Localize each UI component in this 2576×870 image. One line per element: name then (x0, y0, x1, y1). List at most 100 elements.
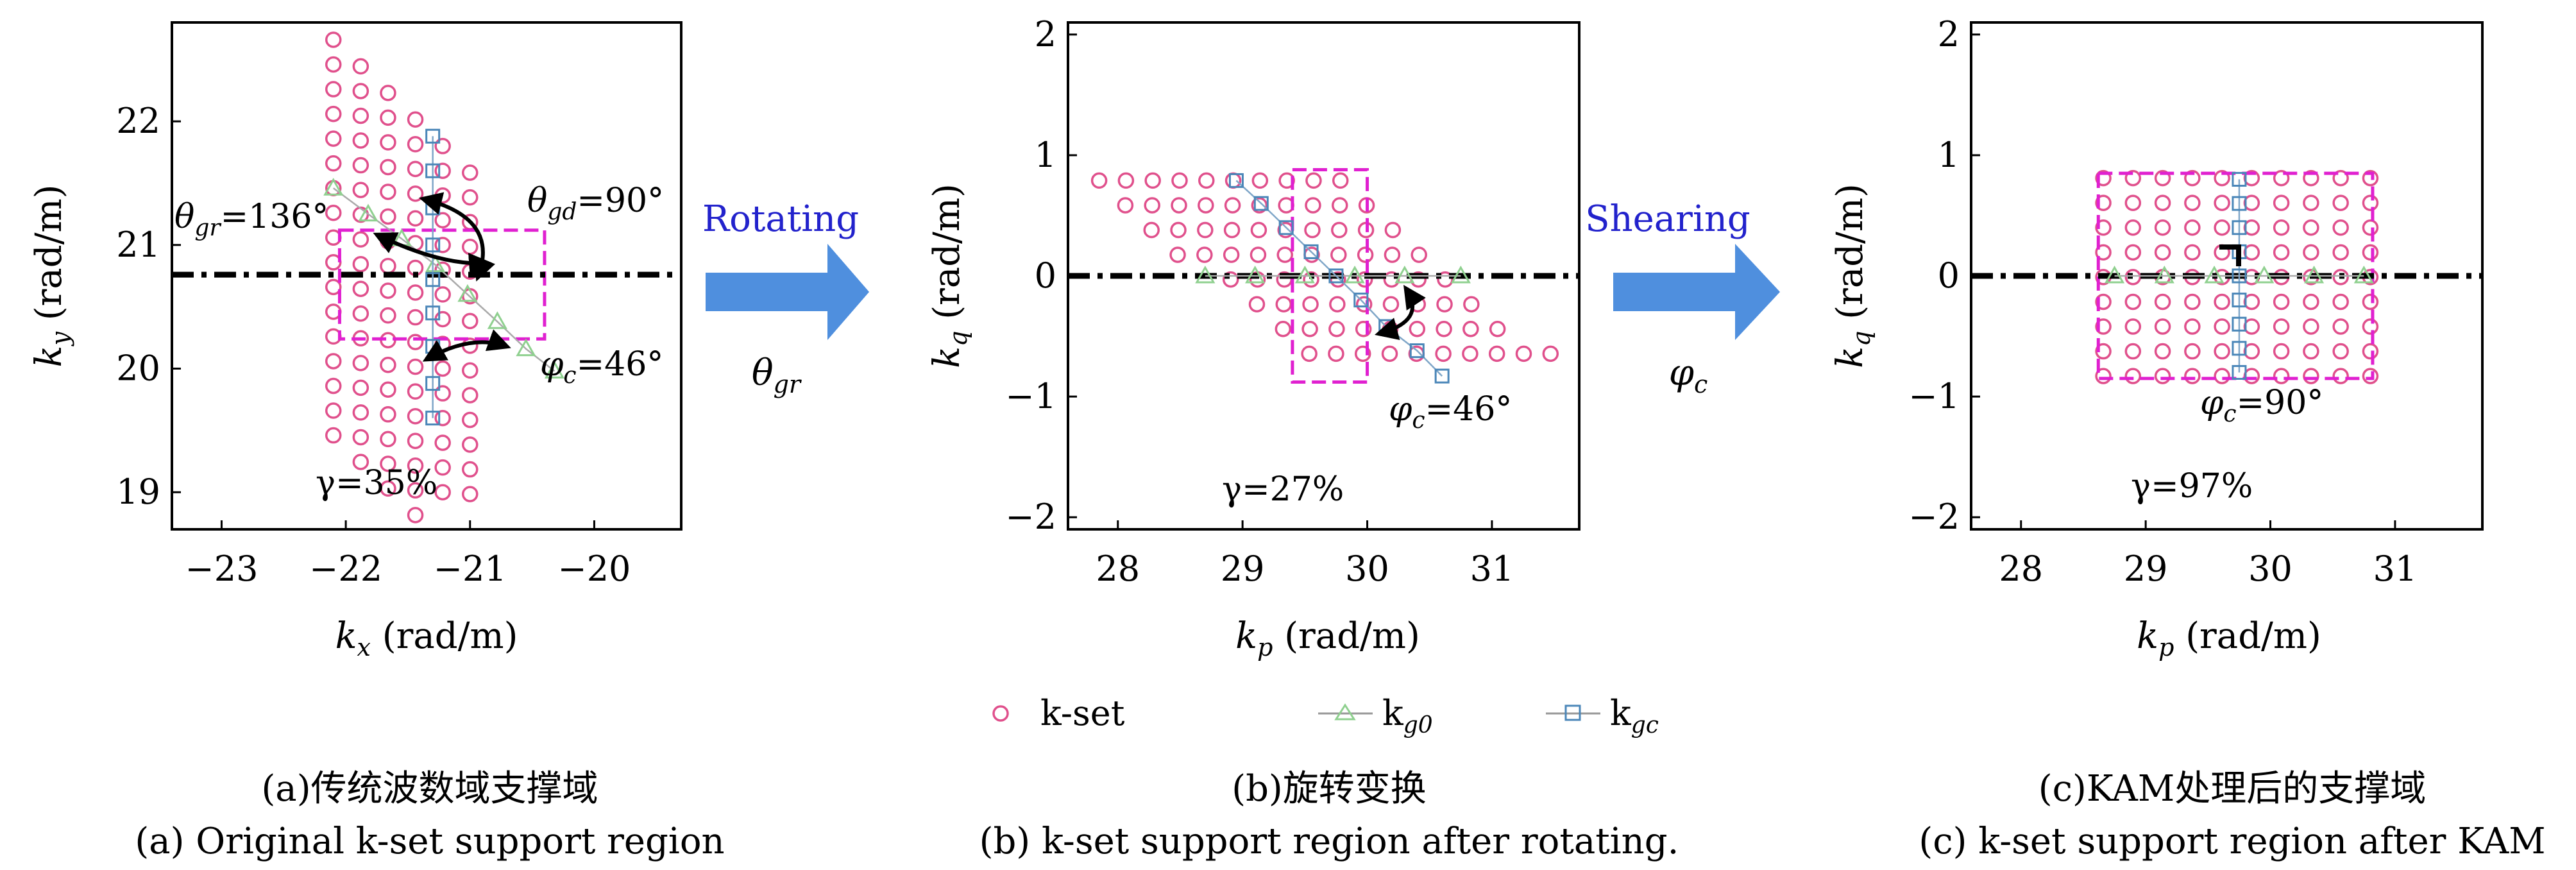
kset-point (325, 81, 342, 98)
kset-point (1251, 172, 1269, 189)
legend-kg0-marker (1334, 703, 1356, 721)
panel-a-ylabel: ky (rad/m) (28, 185, 74, 368)
kgc-series-line (1235, 180, 1443, 377)
kset-point (1542, 345, 1559, 362)
kset-point (2273, 318, 2290, 335)
kset-point (434, 434, 451, 451)
panel-a-gamma: γ=35% (316, 464, 437, 502)
kset-point (434, 187, 451, 204)
kset-point (407, 358, 424, 375)
kset-point (462, 486, 479, 502)
panel-b-marks (1068, 167, 1579, 384)
kgc-point (425, 411, 441, 426)
kgc-point (1434, 368, 1450, 384)
kset-point (1303, 271, 1319, 288)
panel-c-chart: 28 29 30 31 −2 −1 0 1 2 kp (rad/m) kq (rad/m) φc… (1829, 14, 2484, 661)
legend-item-kgc: kgc (1546, 693, 1659, 738)
kgc-point (2232, 268, 2247, 284)
kg0-point (2304, 265, 2325, 284)
kset-point (1169, 246, 1186, 263)
kset-point (434, 137, 451, 155)
panel-c-marks (1971, 169, 2482, 384)
panel-a-marks (172, 31, 681, 524)
kset-point (2184, 194, 2201, 211)
panel-a-phi-arrow (422, 329, 511, 362)
kset-point (2243, 194, 2260, 211)
kset-point (380, 208, 396, 225)
kset-point (2362, 244, 2379, 261)
kset-point (325, 278, 342, 296)
kgc-point (2232, 316, 2247, 332)
kset-point (2154, 318, 2171, 335)
kset-point (2154, 194, 2171, 211)
kset-point (380, 109, 396, 126)
kset-point (380, 85, 396, 101)
kset-point (1275, 296, 1292, 312)
kset-point (1355, 296, 1373, 312)
legend-kgc-label: kgc (1610, 693, 1659, 738)
kset-point (2243, 318, 2260, 335)
kset-point (1384, 246, 1401, 263)
kset-point (2095, 194, 2112, 211)
y-tick-label: 1 (1938, 135, 1960, 175)
kset-point (2124, 269, 2142, 286)
kset-point (2362, 368, 2379, 384)
y-tick-label: −1 (1908, 376, 1960, 416)
kg0-point (358, 203, 378, 222)
kset-point (407, 160, 424, 178)
panel-b-xlabel: kp (rad/m) (1235, 615, 1420, 661)
kset-point (2332, 169, 2349, 187)
kset-point (2362, 194, 2379, 211)
kset-point (2243, 293, 2260, 311)
kset-point (1170, 221, 1187, 239)
kset-point (380, 356, 396, 373)
kset-point (2214, 318, 2230, 335)
kset-point (325, 427, 342, 444)
panel-a-phi: φc=46° (540, 345, 663, 389)
y-tick-label: 20 (116, 348, 160, 389)
panel-c-right-angle-icon (2219, 244, 2241, 266)
kset-point (1143, 221, 1160, 239)
kset-point (2303, 368, 2319, 384)
panel-c-xlabel: kp (rad/m) (2137, 615, 2321, 661)
y-tick-label: 2 (1938, 14, 1960, 55)
kset-point (2243, 244, 2260, 261)
kset-point (2332, 293, 2349, 311)
kset-point (1117, 197, 1134, 214)
support-box (337, 228, 547, 341)
panel-b-phi: φc=46° (1389, 390, 1512, 434)
kset-point (2362, 219, 2379, 236)
kset-point (2214, 169, 2230, 187)
y-tick-label: 2 (1035, 14, 1056, 55)
kset-point (352, 305, 369, 322)
kset-point (1381, 345, 1398, 362)
kset-point (407, 136, 424, 153)
kset-point (407, 383, 424, 400)
kset-point (2243, 368, 2260, 384)
kgc-point (1228, 173, 1244, 188)
kgc-point (425, 128, 441, 144)
kset-point (1223, 246, 1240, 263)
kg0-point (516, 338, 536, 357)
kset-point (2243, 169, 2260, 187)
caption-a-cn: (a)传统波数域支撑域 (261, 768, 598, 810)
kg0-point (544, 361, 565, 379)
kset-point (1328, 345, 1344, 362)
caption-b-cn: (b)旋转变换 (1232, 768, 1427, 810)
kset-point (1248, 296, 1266, 312)
kset-point (2154, 343, 2171, 360)
kset-point (462, 411, 479, 429)
kset-point (1198, 172, 1215, 189)
kset-point (380, 282, 396, 299)
kset-point (407, 210, 424, 227)
panel-c-gamma: γ=97% (2131, 467, 2253, 506)
kset-point (462, 387, 479, 404)
kset-point (407, 284, 424, 301)
kset-point (1250, 221, 1267, 239)
kset-point (1382, 296, 1400, 312)
panel-a-theta-gd-arrow (419, 192, 496, 282)
kset-point (352, 182, 369, 198)
kset-point (1171, 172, 1188, 189)
kset-point (462, 164, 479, 181)
kset-point (2332, 368, 2349, 384)
